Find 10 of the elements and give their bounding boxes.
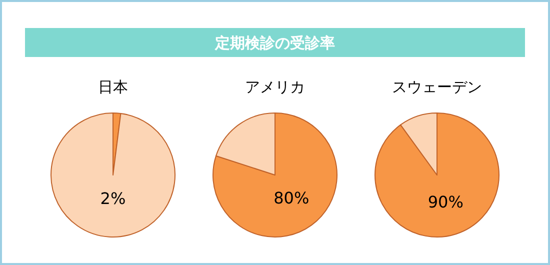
chart-title: 日本 [98,78,128,96]
pie-slice [212,112,338,238]
text: 定期検診の受診率 [214,34,335,52]
chart-title: アメリカ [245,78,305,96]
data-label: 80% [274,188,310,208]
pie-slice [50,112,176,238]
text: 2% [100,189,126,208]
chart-title: スウェーデン [392,78,482,96]
data-label: 90% [428,192,464,212]
pie-slice [374,112,500,238]
